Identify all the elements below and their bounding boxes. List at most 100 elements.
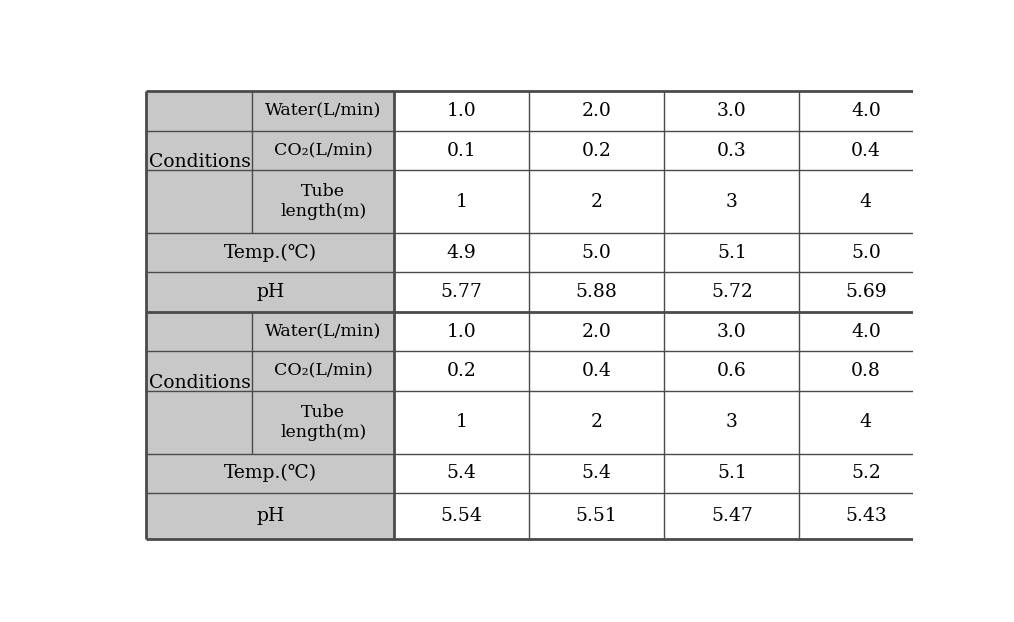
Text: 5.72: 5.72 bbox=[711, 283, 752, 301]
Text: 0.3: 0.3 bbox=[717, 142, 746, 160]
Bar bbox=[146, 493, 394, 539]
Bar bbox=[146, 453, 394, 493]
Bar bbox=[252, 131, 393, 170]
Bar bbox=[393, 493, 529, 539]
Bar bbox=[664, 453, 799, 493]
Text: 0.6: 0.6 bbox=[717, 362, 746, 380]
Text: 2.0: 2.0 bbox=[582, 323, 611, 341]
Text: 5.51: 5.51 bbox=[576, 507, 618, 525]
Text: 0.1: 0.1 bbox=[446, 142, 477, 160]
Bar bbox=[664, 233, 799, 272]
Bar bbox=[529, 170, 664, 233]
Bar bbox=[252, 312, 393, 351]
Bar bbox=[664, 391, 799, 453]
Text: Conditions: Conditions bbox=[148, 374, 250, 392]
Bar bbox=[252, 351, 393, 391]
Text: Conditions: Conditions bbox=[148, 153, 250, 171]
Bar bbox=[799, 391, 932, 453]
Text: 5.1: 5.1 bbox=[717, 464, 746, 482]
Text: 0.2: 0.2 bbox=[582, 142, 611, 160]
Text: 2.0: 2.0 bbox=[582, 102, 611, 120]
Bar bbox=[529, 272, 664, 312]
Bar bbox=[799, 91, 932, 131]
Text: 2: 2 bbox=[591, 193, 602, 211]
Text: 5.88: 5.88 bbox=[576, 283, 618, 301]
Text: 5.0: 5.0 bbox=[582, 244, 611, 262]
Text: Tube
length(m): Tube length(m) bbox=[280, 183, 366, 220]
Bar bbox=[393, 170, 529, 233]
Bar bbox=[529, 391, 664, 453]
Bar bbox=[393, 233, 529, 272]
Bar bbox=[799, 312, 932, 351]
Bar bbox=[664, 272, 799, 312]
Text: Temp.(℃): Temp.(℃) bbox=[224, 244, 316, 262]
Bar bbox=[664, 91, 799, 131]
Bar bbox=[252, 170, 393, 233]
Text: CO₂(L/min): CO₂(L/min) bbox=[274, 142, 372, 159]
Bar bbox=[799, 453, 932, 493]
Bar bbox=[529, 91, 664, 131]
Text: 0.2: 0.2 bbox=[446, 362, 477, 380]
Text: 5.47: 5.47 bbox=[711, 507, 752, 525]
Text: 4: 4 bbox=[860, 193, 872, 211]
Bar bbox=[393, 272, 529, 312]
Text: 4.0: 4.0 bbox=[851, 102, 881, 120]
Text: Water(L/min): Water(L/min) bbox=[265, 323, 381, 340]
Bar bbox=[664, 131, 799, 170]
Text: 5.0: 5.0 bbox=[851, 244, 881, 262]
Bar bbox=[393, 453, 529, 493]
Text: 4.0: 4.0 bbox=[851, 323, 881, 341]
Bar bbox=[252, 91, 393, 131]
Text: 3: 3 bbox=[726, 193, 738, 211]
Text: 5.2: 5.2 bbox=[851, 464, 881, 482]
Text: 1.0: 1.0 bbox=[446, 102, 477, 120]
Text: 3.0: 3.0 bbox=[717, 102, 746, 120]
Text: 5.69: 5.69 bbox=[845, 283, 886, 301]
Bar bbox=[146, 91, 252, 233]
Text: 4: 4 bbox=[860, 413, 872, 431]
Bar bbox=[393, 91, 529, 131]
Text: 5.43: 5.43 bbox=[845, 507, 886, 525]
Text: 0.8: 0.8 bbox=[851, 362, 881, 380]
Bar bbox=[664, 351, 799, 391]
Bar bbox=[529, 493, 664, 539]
Text: 1: 1 bbox=[455, 413, 467, 431]
Text: 1: 1 bbox=[455, 193, 467, 211]
Text: CO₂(L/min): CO₂(L/min) bbox=[274, 363, 372, 379]
Bar bbox=[664, 312, 799, 351]
Text: 5.77: 5.77 bbox=[441, 283, 483, 301]
Text: 5.1: 5.1 bbox=[717, 244, 746, 262]
Bar bbox=[529, 312, 664, 351]
Text: Tube
length(m): Tube length(m) bbox=[280, 404, 366, 440]
Text: 4.9: 4.9 bbox=[446, 244, 477, 262]
Bar bbox=[664, 493, 799, 539]
Bar bbox=[529, 233, 664, 272]
Bar bbox=[146, 233, 394, 272]
Text: pH: pH bbox=[257, 283, 284, 301]
Text: 0.4: 0.4 bbox=[582, 362, 611, 380]
Bar bbox=[799, 351, 932, 391]
Bar bbox=[146, 312, 252, 453]
Bar bbox=[393, 312, 529, 351]
Text: 3: 3 bbox=[726, 413, 738, 431]
Bar bbox=[799, 233, 932, 272]
Text: 2: 2 bbox=[591, 413, 602, 431]
Bar bbox=[393, 351, 529, 391]
Bar bbox=[664, 170, 799, 233]
Bar bbox=[146, 272, 394, 312]
Text: 5.54: 5.54 bbox=[441, 507, 483, 525]
Bar bbox=[393, 131, 529, 170]
Bar bbox=[799, 493, 932, 539]
Bar bbox=[529, 453, 664, 493]
Text: pH: pH bbox=[257, 507, 284, 525]
Text: 3.0: 3.0 bbox=[717, 323, 746, 341]
Bar bbox=[529, 351, 664, 391]
Bar bbox=[529, 131, 664, 170]
Text: 5.4: 5.4 bbox=[582, 464, 611, 482]
Bar bbox=[799, 170, 932, 233]
Bar bbox=[252, 391, 393, 453]
Bar bbox=[799, 131, 932, 170]
Bar bbox=[799, 272, 932, 312]
Text: 5.4: 5.4 bbox=[446, 464, 477, 482]
Text: 1.0: 1.0 bbox=[446, 323, 477, 341]
